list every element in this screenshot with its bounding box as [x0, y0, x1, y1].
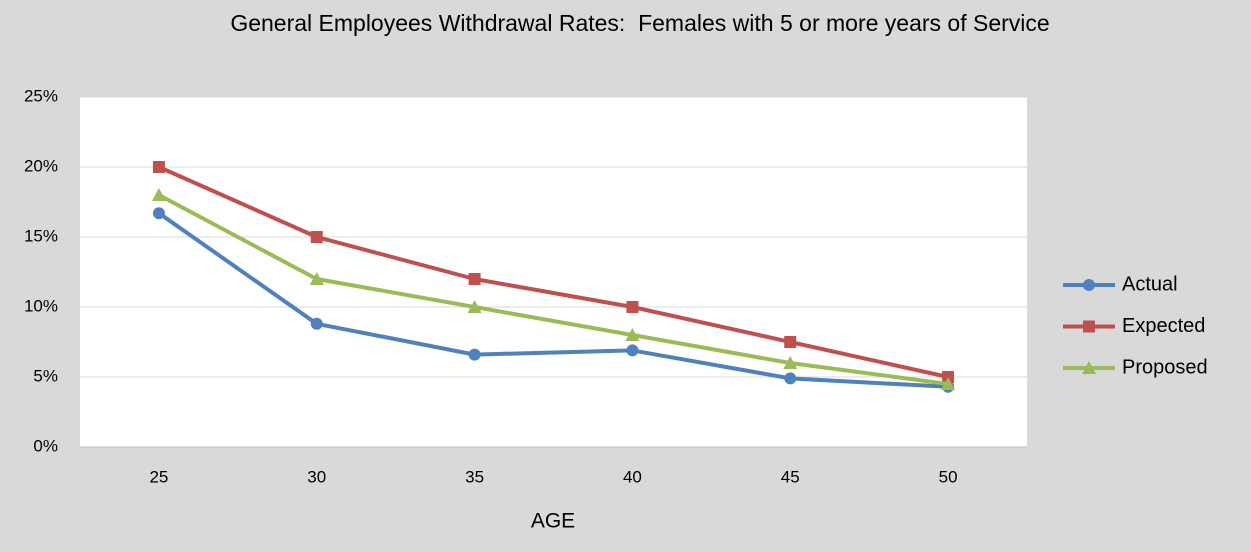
marker — [152, 161, 165, 173]
marker — [784, 372, 797, 385]
series-line — [157, 211, 949, 389]
marker — [310, 231, 323, 243]
y-tick-label: 5% — [33, 366, 58, 385]
x-tick-label: 30 — [307, 467, 326, 486]
x-tick-label: 45 — [781, 467, 800, 486]
marker — [625, 328, 640, 341]
legend-label: Expected — [1122, 315, 1205, 337]
y-tick-label: 20% — [24, 156, 58, 175]
marker — [626, 301, 639, 313]
marker — [941, 377, 956, 390]
x-tick-label: 25 — [149, 467, 168, 486]
plot-area — [80, 97, 1027, 447]
y-tick-label: 10% — [24, 296, 58, 315]
x-axis-label: AGE — [531, 510, 575, 533]
marker — [310, 317, 323, 330]
chart-title: General Employees Withdrawal Rates: Fema… — [230, 10, 1050, 36]
marker — [152, 207, 165, 220]
marker — [626, 344, 639, 357]
legend-marker — [1083, 320, 1095, 333]
legend-marker — [1083, 279, 1095, 291]
legend-marker — [1082, 361, 1096, 374]
marker — [468, 348, 481, 361]
x-tick-label: 50 — [939, 467, 958, 486]
series-line — [157, 193, 949, 386]
x-tick-label: 40 — [623, 467, 642, 486]
marker — [784, 336, 797, 348]
marker — [309, 272, 324, 285]
marker — [783, 356, 798, 369]
series-line — [158, 165, 949, 379]
marker — [151, 188, 166, 201]
legend-label: Actual — [1122, 273, 1178, 295]
y-tick-label: 15% — [24, 226, 58, 245]
y-tick-label: 25% — [24, 86, 58, 105]
legend-label: Proposed — [1122, 356, 1208, 378]
marker — [467, 300, 482, 313]
x-tick-label: 35 — [465, 467, 484, 486]
marker — [468, 273, 481, 285]
y-tick-label: 0% — [33, 436, 58, 455]
